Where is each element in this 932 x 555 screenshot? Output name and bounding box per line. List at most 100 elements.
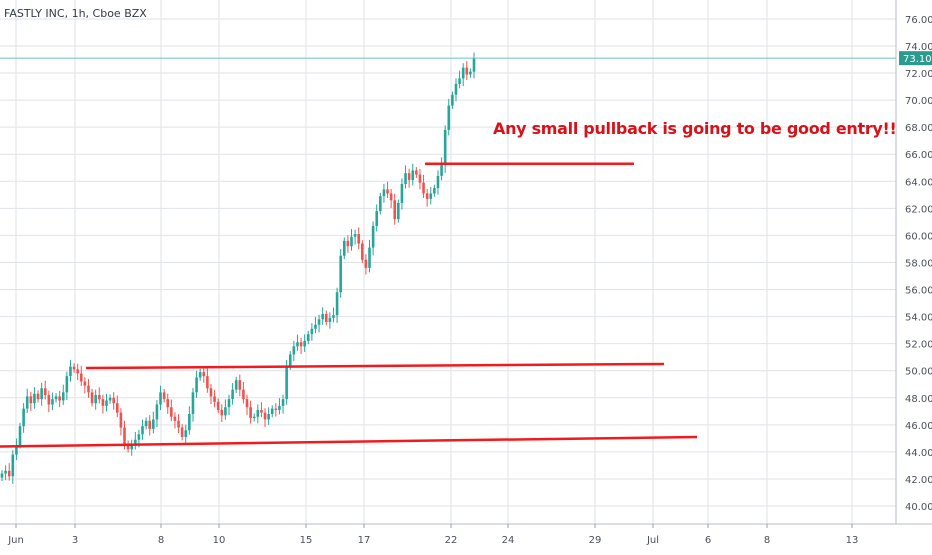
candle	[87, 378, 90, 398]
candle-body	[324, 313, 328, 322]
candle-body	[296, 342, 299, 347]
candle-body	[83, 381, 87, 386]
candle	[220, 404, 224, 422]
x-tick-label: Jul	[646, 535, 659, 546]
candle-body	[350, 236, 353, 247]
y-tick-label: 62.00	[905, 204, 932, 215]
candle-body	[317, 319, 321, 325]
candle	[296, 334, 299, 351]
candle	[231, 383, 234, 405]
candle-body	[371, 225, 375, 248]
candle-body	[134, 439, 137, 446]
candle	[429, 186, 433, 205]
x-tick-label: Jun	[7, 535, 24, 546]
candle-body	[51, 399, 54, 405]
candle	[234, 376, 238, 394]
candle-body	[433, 188, 436, 194]
candle-body	[15, 445, 18, 455]
last-price-label: 73.10	[903, 54, 932, 65]
candle-body	[242, 389, 245, 400]
x-tick-label: 24	[502, 535, 515, 546]
candle-body	[47, 395, 51, 405]
candle-body	[393, 200, 397, 220]
candle	[11, 450, 15, 484]
candle-body	[364, 259, 368, 268]
candle	[130, 439, 134, 456]
candle-body	[227, 399, 231, 408]
y-tick-label: 48.00	[905, 394, 932, 405]
candle	[397, 199, 400, 223]
candle	[379, 192, 382, 215]
candle-body	[472, 58, 476, 72]
y-tick-label: 56.00	[905, 286, 932, 297]
candle-body	[469, 71, 472, 75]
candle	[54, 393, 58, 403]
candle	[306, 330, 310, 345]
candle	[36, 390, 40, 403]
candle-body	[342, 240, 346, 256]
candle-body	[422, 182, 425, 194]
candle	[303, 334, 306, 352]
candle	[227, 394, 231, 415]
candle-body	[72, 366, 76, 370]
candle	[7, 463, 11, 481]
candle	[170, 399, 173, 422]
candle-body	[166, 399, 170, 408]
candle	[386, 181, 389, 198]
candle	[195, 370, 198, 398]
trendline-resistance	[85, 362, 665, 370]
candle-body	[202, 372, 206, 377]
candle-body	[306, 334, 310, 341]
candle-body	[79, 373, 83, 382]
candle-body	[328, 317, 332, 322]
y-tick-label: 46.00	[905, 421, 932, 432]
candle-body	[310, 328, 314, 335]
candle	[105, 393, 108, 412]
candle	[155, 400, 159, 428]
candle	[0, 470, 4, 481]
candle-body	[339, 255, 342, 293]
y-tick-label: 64.00	[905, 177, 932, 188]
candle-body	[155, 404, 159, 420]
candle-body	[195, 377, 198, 393]
candle-body	[58, 396, 61, 401]
candle	[335, 287, 339, 323]
candle	[202, 366, 206, 383]
candle	[166, 393, 170, 414]
candle-body	[267, 414, 270, 420]
candle	[292, 340, 296, 362]
candle	[375, 204, 379, 232]
candle	[43, 380, 47, 400]
y-tick-label: 76.00	[905, 15, 932, 26]
last-price-label-bg	[899, 51, 932, 66]
candle-body	[119, 412, 123, 428]
candle-body	[159, 392, 162, 405]
candle	[101, 394, 105, 414]
candle	[393, 193, 397, 225]
candle	[83, 377, 87, 394]
candle-body	[144, 420, 148, 427]
candle-body	[292, 346, 296, 355]
candle-body	[346, 240, 350, 247]
candle-body	[288, 354, 292, 367]
candle	[76, 363, 79, 381]
candle-body	[407, 173, 411, 180]
candle	[238, 374, 242, 397]
candle-body	[386, 189, 389, 194]
candle	[263, 408, 267, 428]
candle-body	[234, 380, 238, 390]
candle	[422, 174, 425, 198]
candle-body	[126, 443, 130, 450]
candle-body	[465, 67, 469, 75]
candle	[162, 388, 166, 403]
candle-body	[177, 420, 180, 428]
candle	[321, 307, 324, 325]
x-tick-label: 3	[72, 535, 78, 546]
candle-body	[7, 470, 11, 477]
candle	[141, 419, 144, 440]
candle-body	[33, 393, 36, 404]
candle	[400, 178, 404, 210]
candle	[418, 168, 422, 190]
